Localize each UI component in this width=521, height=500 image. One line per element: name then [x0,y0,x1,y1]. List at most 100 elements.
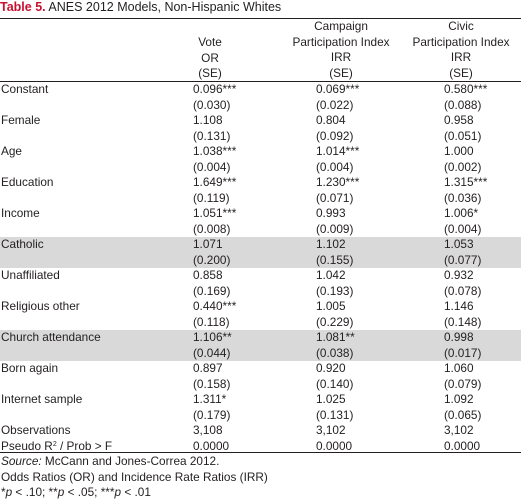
standard-error-cell: (0.009) [316,221,354,236]
standard-error-cell: (0.008) [193,221,231,236]
row-label: Internet sample [1,392,83,406]
sig-text: < .01 [121,485,151,499]
standard-error-cell: (0.004) [316,159,354,174]
standard-error-cell: (0.179) [193,407,231,422]
coefficient-cell: 1.060 [444,361,474,375]
standard-error-cell: (0.118) [193,314,230,329]
standard-error-cell: (0.036) [444,190,482,205]
coefficient-cell: 1.315*** [444,175,488,189]
header-line: (SE) [449,65,473,80]
row-label: Church attendance [1,330,101,344]
table-row-se: (0.131) (0.092) (0.051) [0,129,521,145]
standard-error-cell: (0.065) [444,407,482,422]
standard-error-cell: (0.004) [193,159,231,174]
standard-error-cell: (0.002) [444,159,482,174]
row-label: Catholic [1,237,44,251]
table-row-se: (0.008) (0.009) (0.004) [0,222,521,238]
header-campaign: Campaign Participation Index IRR (SE) [276,19,406,81]
standard-error-cell: (0.131) [316,407,354,422]
table-row: Religious other 0.440*** 1.005 1.146 [0,299,521,315]
table-row-se: (0.119) (0.071) (0.036) [0,191,521,207]
source-label: Source: [1,454,42,468]
coefficient-cell: 0.804 [316,113,346,127]
summary-cell: 0.0000 [193,438,230,453]
header-line: Vote [198,35,222,49]
source-text: McCann and Jones-Correa 2012. [41,454,220,468]
table-row-se: (0.169) (0.193) (0.078) [0,284,521,300]
coefficient-cell: 1.649*** [193,175,237,189]
header-line: (SE) [329,65,353,80]
coefficient-cell: 1.106** [193,330,232,344]
header-line: OR [201,50,219,65]
bottom-rule [0,452,521,453]
ratio-note: Odds Ratios (OR) and Incidence Rate Rati… [1,470,268,484]
table-title: Table 5. ANES 2012 Models, Non-Hispanic … [0,0,521,17]
summary-cell: 0.0000 [316,438,353,453]
header-vote: Vote OR (SE) [160,35,260,82]
standard-error-cell: (0.131) [193,128,231,143]
standard-error-cell: (0.051) [444,128,482,143]
table-row: Church attendance 1.106** 1.081** 0.998 [0,330,521,346]
table-row: Age 1.038*** 1.014*** 1.000 [0,144,521,160]
coefficient-cell: 1.025 [316,392,346,406]
sig-p: p [57,485,65,499]
coefficient-cell: 0.096*** [193,82,237,96]
coefficient-cell: 1.311* [193,392,227,406]
header-line: IRR [330,50,352,64]
standard-error-cell: (0.088) [444,97,482,112]
row-label: Income [1,206,40,220]
coefficient-cell: 1.042 [316,268,346,282]
coefficient-cell: 0.858 [193,268,223,282]
significance-note: *p < .10; **p < .05; ***p < .01 [1,485,151,500]
standard-error-cell: (0.078) [444,283,482,298]
table-row: Income 1.051*** 0.993 1.006* [0,206,521,222]
coefficient-cell: 1.102 [316,237,346,251]
table-row: Constant 0.096*** 0.069*** 0.580*** [0,82,521,98]
standard-error-cell: (0.004) [444,221,482,236]
standard-error-cell: (0.140) [316,376,354,391]
header-line: Participation Index [412,34,510,49]
coefficient-cell: 1.108 [193,113,223,127]
coefficient-cell: 0.932 [444,268,474,282]
coefficient-cell: 1.014*** [316,144,360,158]
table-row-se: (0.030) (0.022) (0.088) [0,98,521,114]
summary-cell: 0.0000 [444,438,481,453]
coefficient-cell: 1.092 [444,392,474,406]
coefficient-cell: 1.081** [316,330,355,344]
coefficient-cell: 0.920 [316,361,346,375]
summary-cell: 3,108 [193,423,223,437]
standard-error-cell: (0.092) [316,128,354,143]
sig-text: < .10; ** [12,485,58,499]
row-label: Pseudo R2 / Prob > F [1,439,112,455]
label-text: Pseudo R [1,438,53,453]
table-row-se: (0.179) (0.131) (0.065) [0,408,521,424]
standard-error-cell: (0.079) [444,376,482,391]
table-caption: ANES 2012 Models, Non-Hispanic Whites [45,0,282,14]
coefficient-cell: 0.998 [444,330,474,344]
coefficient-cell: 1.005 [316,299,346,313]
row-label: Born again [1,361,59,375]
header-line: IRR [450,50,472,64]
summary-row: Pseudo R2 / Prob > F 0.0000 0.0000 0.0000 [0,439,521,455]
coefficient-cell: 1.146 [444,299,474,313]
summary-cell: 3,102 [444,423,474,437]
standard-error-cell: (0.017) [444,345,482,360]
standard-error-cell: (0.022) [316,97,354,112]
table-row: Unaffiliated 0.858 1.042 0.932 [0,268,521,284]
header-line: Civic [448,19,474,33]
header-line: Participation Index [292,34,390,49]
standard-error-cell: (0.193) [316,283,354,298]
coefficient-cell: 0.440*** [193,299,237,313]
top-rule [0,18,521,19]
standard-error-cell: (0.169) [193,283,231,298]
table-row: Female 1.108 0.804 0.958 [0,113,521,129]
table-row: Education 1.649*** 1.230*** 1.315*** [0,175,521,191]
coefficient-cell: 0.069*** [316,82,360,96]
table-row-se: (0.044) (0.038) (0.017) [0,345,521,361]
standard-error-cell: (0.077) [444,252,482,267]
coefficient-cell: 1.071 [193,237,223,251]
sig-text: < .05; *** [64,485,115,499]
header-line: (SE) [198,66,222,80]
coefficient-cell: 1.000 [444,144,474,158]
sig-text: * [1,485,6,499]
